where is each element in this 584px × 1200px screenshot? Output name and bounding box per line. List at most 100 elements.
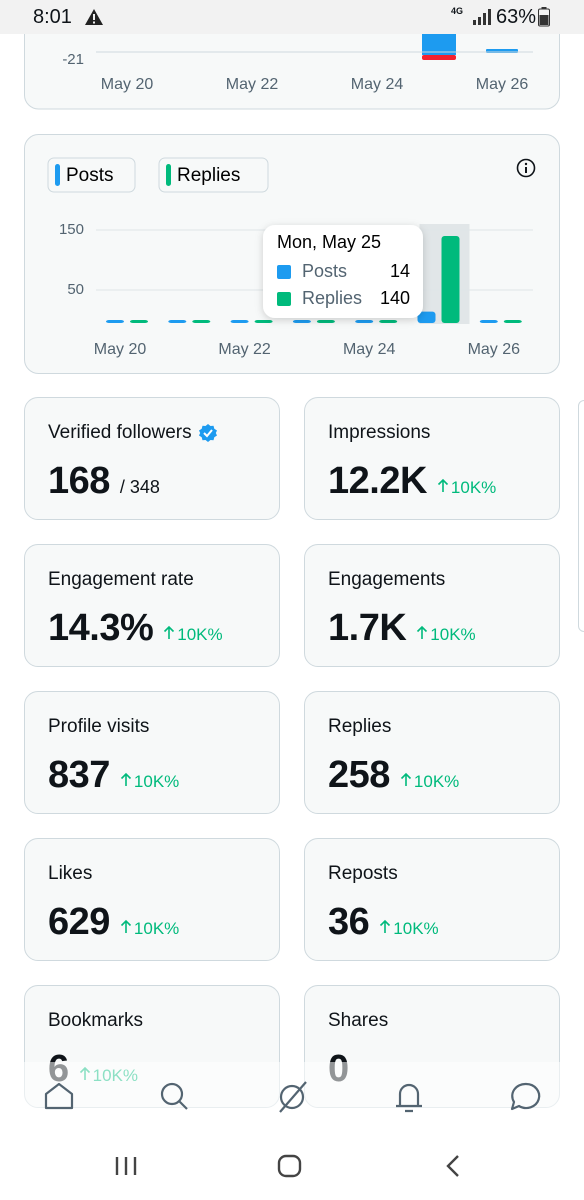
bottom-nav: [44, 1081, 541, 1113]
metric-value-row: 837 10K%: [48, 754, 179, 797]
search-tab[interactable]: [160, 1082, 188, 1110]
up-arrow: [437, 478, 448, 492]
tooltip-value: 14: [390, 261, 410, 281]
tooltip-series: Posts: [302, 261, 347, 281]
battery-level: 63%: [496, 6, 537, 28]
tooltip-value: 140: [380, 288, 410, 308]
bar: [230, 320, 249, 323]
up-arrow: [120, 919, 131, 933]
metric-value: 258: [328, 754, 390, 796]
metric-value-row: 629 10K%: [48, 901, 179, 944]
metric-value: 36: [328, 901, 370, 943]
metric-card: Reposts 36 10K%: [304, 838, 560, 961]
arrow-shape: [417, 625, 428, 639]
bar: [192, 320, 211, 323]
x-tick-label: May 20: [101, 76, 154, 93]
bar: [441, 236, 460, 323]
home-tab[interactable]: [44, 1082, 74, 1110]
up-arrow: [380, 919, 391, 933]
metric-label-row: Verified followers: [48, 422, 218, 444]
metric-value: 12.2K: [328, 460, 427, 502]
metric-total: / 348: [119, 477, 160, 497]
metric-value-row: 12.2K 10K%: [328, 460, 496, 503]
arrow-shape: [120, 919, 131, 933]
bar: [379, 320, 398, 323]
back-button[interactable]: [446, 1155, 459, 1177]
metric-change: 10K%: [450, 478, 497, 497]
metric-card: Replies 258 10K%: [304, 691, 560, 814]
system-nav: [115, 1154, 459, 1178]
metric-value-row: 36 10K%: [328, 901, 439, 944]
legend-item[interactable]: [47, 157, 136, 193]
x-tick-label: May 26: [476, 76, 529, 93]
tooltip-series: Replies: [302, 288, 362, 308]
y-tick-label: 50: [67, 281, 84, 298]
metric-value-row: 14.3% 10K%: [48, 607, 223, 650]
info-icon[interactable]: [516, 158, 536, 178]
up-arrow: [120, 772, 131, 786]
metric-label: Bookmarks: [48, 1010, 144, 1031]
metric-change-row: 10K%: [120, 919, 179, 939]
up-arrow: [417, 625, 428, 639]
arrow-shape: [400, 772, 411, 786]
metric-value: 1.7K: [328, 607, 407, 649]
metric-label-row: Likes: [48, 863, 92, 885]
metric-label-row: Replies: [328, 716, 391, 738]
metric-label: Profile visits: [48, 716, 150, 737]
legend-label: Posts: [66, 165, 114, 186]
metric-label-row: Impressions: [328, 422, 430, 444]
bar: [503, 320, 522, 323]
warning-icon: [85, 9, 103, 25]
bar: [316, 320, 335, 323]
metric-change: 10K%: [133, 772, 180, 791]
up-arrow: [400, 772, 411, 786]
metric-label-row: Bookmarks: [48, 1010, 143, 1032]
metric-card: Profile visits 837 10K%: [24, 691, 280, 814]
legend-swatch: [55, 164, 60, 186]
arrow-shape: [164, 625, 175, 639]
legend-item[interactable]: [158, 157, 269, 193]
recents-button[interactable]: [115, 1157, 137, 1175]
posts-replies-chart: Posts Replies 50 150 May 20 May 22 May 24 May 2…: [24, 134, 560, 374]
bar: [130, 320, 148, 323]
metric-change-row: 10K%: [379, 919, 439, 939]
time: 8:01: [33, 6, 72, 28]
metric-change-row: 10K%: [437, 478, 496, 498]
metric-change: 10K%: [133, 919, 180, 938]
grok-tab[interactable]: [279, 1081, 307, 1113]
metric-card: Likes 629 10K%: [24, 838, 280, 961]
bar: [292, 320, 311, 323]
arrow-shape: [120, 772, 131, 786]
bar: [417, 311, 436, 323]
bar: [254, 320, 273, 323]
bar-fragment: [422, 34, 456, 55]
bar: [479, 320, 498, 323]
metric-value-row: 258 10K%: [328, 754, 459, 797]
messages-tab[interactable]: [510, 1082, 541, 1111]
verified-badge: [198, 424, 217, 442]
x-tick-label: May 22: [218, 341, 271, 358]
metric-value: 168: [48, 460, 110, 502]
bar-fragment: [422, 55, 456, 60]
metric-value: 14.3%: [48, 607, 154, 649]
home-button[interactable]: [277, 1154, 302, 1178]
notifications-tab[interactable]: [396, 1083, 422, 1113]
metric-label: Shares: [328, 1010, 389, 1031]
metric-change: 10K%: [413, 772, 460, 791]
legend-label: Replies: [177, 165, 240, 186]
metric-value-row: 168 / 348: [48, 460, 160, 503]
top-chart: -21 May 20 May 22 May 24 May 26: [24, 34, 560, 110]
metric-label-row: Engagements: [328, 569, 445, 591]
metric-label: Verified followers: [48, 422, 192, 443]
x-tick-label: May 20: [94, 341, 147, 358]
tooltip-swatch: [277, 265, 291, 279]
edge-panel: [578, 400, 584, 632]
metric-change: 10K%: [177, 625, 223, 644]
metric-label: Engagement rate: [48, 569, 194, 590]
chart-card: [24, 34, 560, 110]
metric-change: 10K%: [430, 625, 476, 644]
metric-change-row: 10K%: [416, 625, 476, 645]
x-tick-label: May 22: [226, 76, 279, 93]
metric-label: Impressions: [328, 422, 431, 443]
